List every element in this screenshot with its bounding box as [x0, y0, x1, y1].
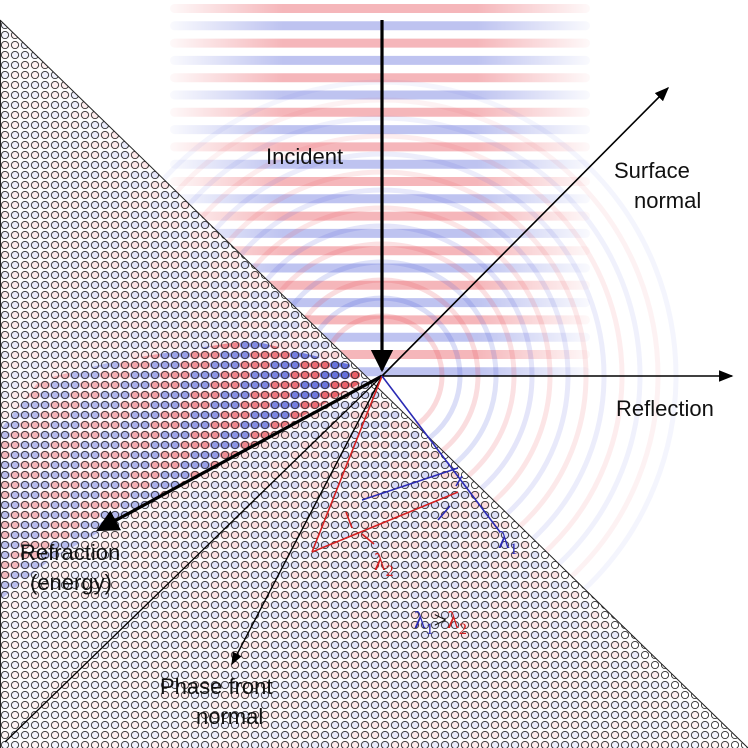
refraction-diagram: Incident Surface normal Reflection Refra… — [0, 0, 748, 748]
